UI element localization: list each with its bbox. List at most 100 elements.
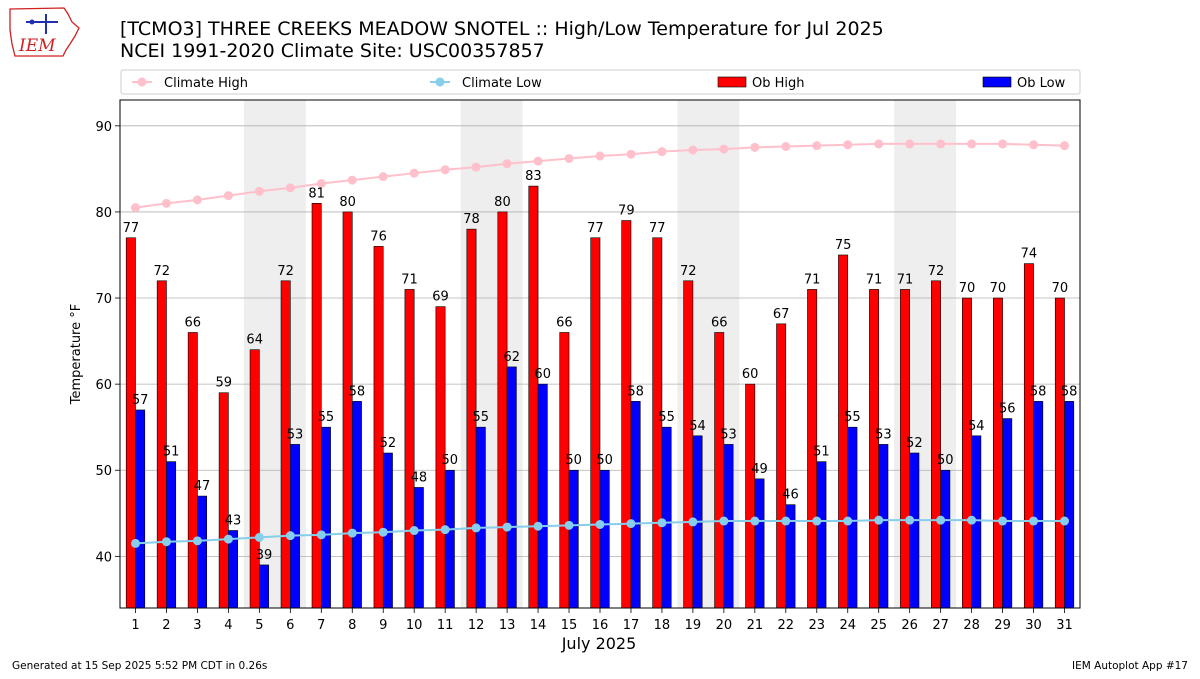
- climate-high-point: [440, 165, 450, 175]
- climate-low-point: [812, 516, 822, 526]
- bar-ob-low: [351, 401, 362, 609]
- climate-low-point: [502, 522, 512, 532]
- bar-ob-low: [135, 409, 146, 609]
- data-label-ob-high: 75: [835, 238, 852, 253]
- bar-ob-high: [497, 211, 508, 609]
- x-tick-label: 25: [870, 618, 887, 633]
- climate-low-point: [1029, 516, 1039, 526]
- climate-high-point: [936, 139, 946, 149]
- x-tick-label: 3: [193, 618, 201, 633]
- bar-ob-low: [290, 444, 300, 609]
- x-tick-label: 1: [131, 618, 139, 633]
- bar-ob-low: [878, 444, 889, 609]
- data-label-ob-low: 50: [442, 453, 459, 468]
- data-label-ob-low: 55: [844, 410, 861, 425]
- climate-low-point: [936, 515, 946, 525]
- iem-logo[interactable]: IEM: [9, 7, 80, 57]
- climate-low-point: [347, 528, 357, 538]
- climate-low-point: [564, 520, 574, 530]
- y-axis-label: Temperature °F: [69, 304, 84, 405]
- bar-ob-low: [754, 478, 765, 609]
- bar-ob-low: [661, 426, 672, 609]
- bar-ob-high: [962, 297, 972, 609]
- bar-ob-high: [590, 237, 601, 609]
- bar-labels: 77 57 72 51 66 47 59 43 64 39 72 53 81 55 80 58 76 52 71 48…: [123, 169, 1078, 563]
- bar-ob-low: [1064, 401, 1075, 609]
- climate-low-point: [285, 531, 295, 541]
- climate-low-point: [719, 516, 729, 526]
- x-tick-label: 26: [901, 618, 918, 633]
- x-tick-label: 28: [963, 618, 980, 633]
- data-label-ob-high: 77: [587, 221, 604, 236]
- climate-high-point: [967, 139, 977, 149]
- data-label-ob-high: 71: [804, 272, 821, 287]
- climate-high-point: [471, 162, 481, 172]
- climate-high-point: [688, 145, 698, 155]
- data-label-ob-high: 72: [928, 264, 945, 279]
- weather-station-sensor: [29, 19, 35, 25]
- bar-ob-low: [630, 401, 641, 609]
- bar-ob-low: [909, 452, 920, 609]
- legend-label-climate-high: Climate High: [164, 76, 248, 91]
- climate-low-point: [130, 538, 140, 548]
- bar-ob-low: [537, 383, 548, 609]
- climate-low-point: [192, 536, 202, 546]
- bar-ob-low: [444, 469, 455, 609]
- climate-low-point: [316, 530, 326, 540]
- bar-ob-low: [723, 444, 734, 609]
- x-tick-label: 5: [255, 618, 263, 633]
- bar-ob-low: [1002, 418, 1013, 609]
- climate-low-point: [161, 537, 171, 547]
- y-tick-label: 60: [95, 378, 112, 393]
- data-label-ob-high: 77: [649, 221, 666, 236]
- legend-label-climate-low: Climate Low: [462, 76, 542, 91]
- bar-ob-high: [404, 289, 415, 609]
- data-label-ob-low: 55: [318, 410, 335, 425]
- y-tick-label: 40: [95, 550, 112, 565]
- data-label-ob-low: 54: [968, 419, 985, 434]
- data-label-ob-low: 43: [225, 514, 242, 529]
- climate-low-point: [874, 515, 884, 525]
- data-label-ob-high: 79: [618, 204, 635, 219]
- legend-swatch-ob-low: [982, 76, 1012, 88]
- bar-ob-low: [940, 469, 951, 609]
- y-tick-label: 70: [95, 292, 112, 307]
- data-label-ob-high: 80: [339, 195, 356, 210]
- x-tick-label: 24: [839, 618, 856, 633]
- legend-label-ob-low: Ob Low: [1017, 76, 1066, 91]
- x-tick-label: 6: [286, 618, 294, 633]
- x-axis-label: July 2025: [561, 634, 637, 653]
- climate-high-point: [595, 151, 605, 161]
- climate-high-point: [502, 159, 512, 169]
- climate-low-point: [409, 526, 419, 536]
- bar-ob-low: [166, 461, 177, 609]
- climate-high-point: [812, 141, 822, 151]
- climate-low-point: [750, 516, 760, 526]
- climate-high-point: [409, 168, 419, 178]
- x-tick-label: 30: [1025, 618, 1042, 633]
- climate-high-point: [750, 142, 760, 152]
- climate-high-point: [657, 147, 667, 157]
- climate-high-point: [378, 172, 388, 182]
- bar-ob-high: [1054, 297, 1065, 609]
- climate-lines: [130, 139, 1070, 548]
- data-label-ob-low: 55: [473, 410, 490, 425]
- climate-high-point: [843, 140, 853, 150]
- climate-low-point: [1060, 516, 1070, 526]
- x-tick-label: 7: [317, 618, 325, 633]
- bar-ob-low: [475, 426, 486, 609]
- climate-high-point: [719, 144, 729, 154]
- climate-high-point: [192, 195, 202, 205]
- data-label-ob-low: 50: [596, 453, 613, 468]
- x-tick-label: 20: [716, 618, 733, 633]
- climate-high-point: [223, 191, 233, 201]
- climate-low-point: [533, 521, 543, 531]
- data-label-ob-high: 74: [1021, 247, 1038, 262]
- x-tick-label: 21: [747, 618, 764, 633]
- bar-ob-high: [869, 289, 880, 609]
- climate-low-point: [378, 527, 388, 537]
- data-label-ob-low: 50: [565, 453, 582, 468]
- footer-app: IEM Autoplot App #17: [1072, 660, 1188, 672]
- y-tick-label: 50: [95, 464, 112, 479]
